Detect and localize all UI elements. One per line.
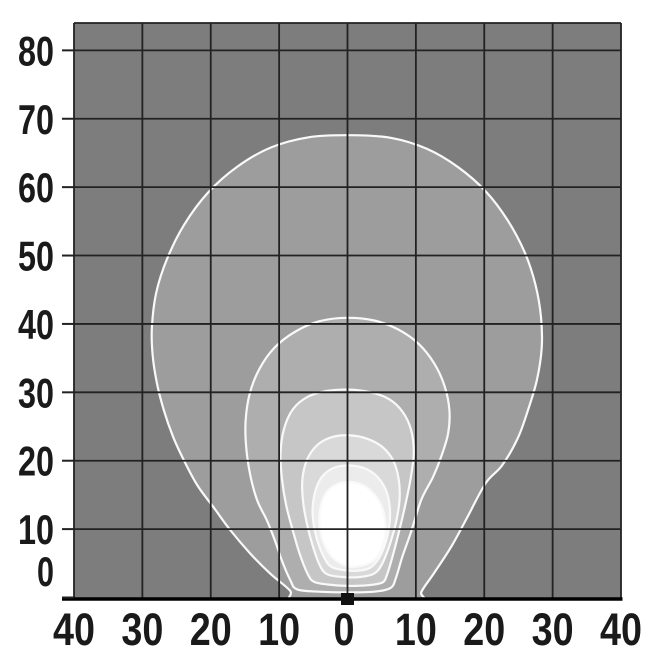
x-tick-label: 20 xyxy=(190,604,232,655)
y-tick-label: 30 xyxy=(18,369,54,416)
y-tick-label: 80 xyxy=(18,27,54,74)
x-tick-label: 0 xyxy=(334,604,355,655)
x-tick-label: 40 xyxy=(600,604,642,655)
y-tick-label: 40 xyxy=(18,301,54,348)
lamp-marker xyxy=(341,593,354,605)
contour-core-white xyxy=(318,480,387,569)
y-tick-label: 50 xyxy=(18,233,54,280)
x-tick-label: 30 xyxy=(532,604,574,655)
x-tick-label: 20 xyxy=(463,604,505,655)
x-tick-label: 10 xyxy=(258,604,300,655)
x-tick-label: 10 xyxy=(395,604,437,655)
y-tick-label: 70 xyxy=(18,96,54,143)
x-tick-label: 30 xyxy=(121,604,163,655)
y-tick-label: 10 xyxy=(18,506,54,553)
y-tick-label: 20 xyxy=(18,438,54,485)
y-tick-label: 60 xyxy=(18,164,54,211)
y-tick-label: 0 xyxy=(37,548,54,595)
x-tick-label: 40 xyxy=(53,604,95,655)
